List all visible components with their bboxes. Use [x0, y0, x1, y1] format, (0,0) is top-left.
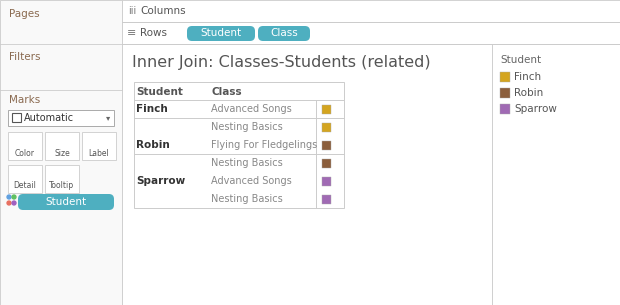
Text: Class: Class: [270, 28, 298, 38]
Bar: [8, 165, 42, 193]
Text: Nesting Basics: Nesting Basics: [211, 122, 283, 132]
Text: Marks: Marks: [9, 95, 40, 105]
Bar: [82, 132, 116, 160]
Point: [4, 201, 14, 206]
Bar: [500, 88, 510, 98]
Text: Robin: Robin: [136, 140, 170, 150]
Text: ▾: ▾: [106, 113, 110, 123]
Text: Sparrow: Sparrow: [514, 104, 557, 114]
Text: iii: iii: [128, 6, 136, 16]
Text: Sparrow: Sparrow: [136, 176, 185, 186]
Bar: [122, 22, 620, 44]
Bar: [322, 177, 331, 185]
Text: Student: Student: [200, 28, 242, 38]
Text: Detail: Detail: [14, 181, 37, 191]
Text: Finch: Finch: [136, 104, 168, 114]
Text: Pages: Pages: [9, 9, 40, 19]
FancyBboxPatch shape: [18, 194, 114, 210]
Text: Rows: Rows: [140, 28, 167, 38]
Text: Flying For Fledgelings: Flying For Fledgelings: [211, 140, 317, 150]
Text: Nesting Basics: Nesting Basics: [211, 158, 283, 168]
Text: Columns: Columns: [140, 6, 185, 16]
Bar: [134, 82, 344, 208]
Text: Inner Join: Classes-Students (related): Inner Join: Classes-Students (related): [132, 55, 431, 70]
Bar: [45, 132, 79, 160]
FancyBboxPatch shape: [187, 26, 255, 41]
Bar: [8, 132, 42, 160]
Bar: [45, 165, 79, 193]
Bar: [322, 159, 331, 167]
Text: Student: Student: [45, 197, 87, 207]
Text: Nesting Basics: Nesting Basics: [211, 194, 283, 204]
Text: Advanced Songs: Advanced Songs: [211, 176, 292, 186]
Text: Robin: Robin: [514, 88, 543, 98]
Text: Tooltip: Tooltip: [50, 181, 74, 191]
Text: Automatic: Automatic: [24, 113, 74, 123]
FancyBboxPatch shape: [258, 26, 310, 41]
Bar: [122, 44, 492, 305]
Text: Finch: Finch: [514, 72, 541, 82]
Bar: [322, 195, 331, 203]
Bar: [322, 105, 331, 113]
Text: ≡: ≡: [127, 28, 136, 38]
Point: [9, 201, 19, 206]
Bar: [322, 123, 331, 131]
Point: [9, 195, 19, 199]
Bar: [322, 141, 331, 149]
Bar: [500, 72, 510, 82]
Bar: [492, 44, 620, 305]
Text: Student: Student: [500, 55, 541, 65]
Bar: [12, 113, 21, 122]
Bar: [500, 104, 510, 114]
Text: Color: Color: [15, 149, 35, 157]
Text: Filters: Filters: [9, 52, 40, 62]
Text: Advanced Songs: Advanced Songs: [211, 104, 292, 114]
Text: Student: Student: [136, 87, 183, 97]
Bar: [8, 110, 114, 126]
Bar: [0, 0, 122, 305]
Text: Label: Label: [89, 149, 109, 157]
Text: Size: Size: [54, 149, 70, 157]
Point: [4, 195, 14, 199]
Bar: [122, 0, 620, 22]
Text: Class: Class: [211, 87, 242, 97]
